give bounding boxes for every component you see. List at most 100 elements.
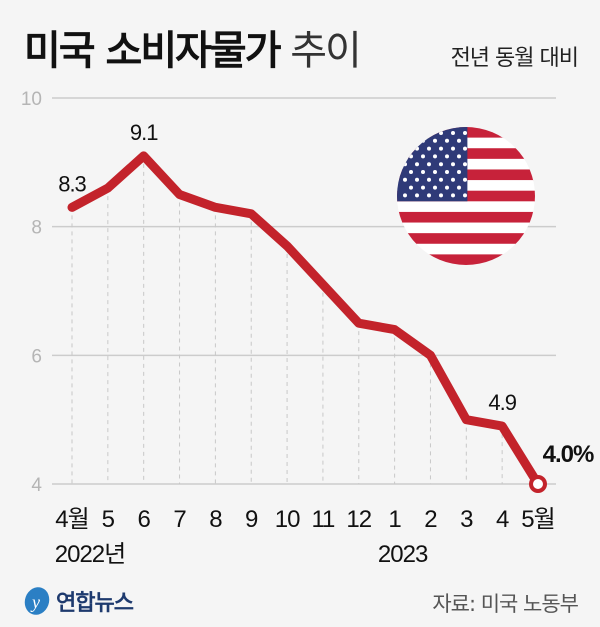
flag-star — [463, 162, 467, 167]
data-point — [393, 328, 396, 331]
flag-stripe — [397, 254, 535, 265]
flag-star — [457, 170, 461, 174]
yonhap-logo: y 연합뉴스 — [22, 585, 134, 617]
series-line — [67, 151, 543, 489]
flag-stripe — [397, 243, 535, 255]
yonhap-logo-icon: y — [24, 587, 50, 615]
data-point — [429, 354, 432, 357]
flag-star — [415, 146, 419, 151]
flag-star — [445, 170, 449, 174]
us-flag-icon — [397, 127, 535, 265]
flag-star — [445, 138, 449, 143]
data-point — [142, 154, 145, 157]
flag-star — [463, 193, 467, 198]
flag-star — [433, 154, 437, 159]
flag-star — [445, 154, 449, 159]
flag-star — [427, 146, 431, 151]
flag-star — [409, 154, 413, 159]
flag-star — [451, 177, 455, 182]
flag-stripe — [397, 201, 535, 213]
flag-star — [415, 131, 419, 135]
flag-star — [463, 146, 467, 151]
x-year-label: 2022년 — [55, 541, 125, 568]
flag-star — [415, 193, 419, 198]
x-year-label: 2023 — [378, 541, 428, 568]
flag-stripe — [397, 222, 535, 234]
y-tick-label: 4 — [31, 475, 42, 496]
data-point — [501, 425, 504, 428]
data-point — [71, 206, 73, 209]
data-label: 9.1 — [130, 120, 158, 145]
data-point — [178, 193, 181, 196]
flag-star — [451, 131, 455, 135]
x-tick-label: 9 — [245, 506, 258, 533]
flag-star — [409, 138, 413, 143]
flag-body — [397, 127, 535, 265]
flag-star — [409, 185, 413, 190]
flag-star — [451, 146, 455, 151]
flag-star — [403, 193, 407, 198]
x-tick-label: 6 — [138, 506, 151, 533]
flag-star — [439, 177, 443, 182]
flag-stripe — [397, 233, 535, 245]
flag-star — [451, 193, 455, 198]
data-point — [250, 212, 253, 215]
x-tick-label: 2 — [424, 506, 437, 533]
flag-star — [433, 138, 437, 143]
flag-star — [445, 185, 449, 190]
data-point — [321, 283, 324, 286]
flag-star — [427, 162, 431, 167]
flag-star — [403, 131, 407, 135]
x-tick-label: 7 — [173, 506, 186, 533]
data-label: 4.9 — [488, 390, 516, 415]
chart-subtitle: 전년 동월 대비 — [450, 46, 579, 71]
flag-star — [457, 138, 461, 143]
flag-star — [439, 146, 443, 151]
flag-star — [415, 162, 419, 167]
flag-canton — [397, 127, 468, 202]
x-tick-label: 10 — [275, 506, 300, 533]
flag-star — [439, 131, 443, 135]
x-tick-label: 8 — [209, 506, 222, 533]
flag-star — [421, 154, 425, 159]
chart-title: 미국 소비자물가 추이 — [24, 28, 362, 74]
x-tick-label: 11 — [311, 506, 335, 533]
flag-star — [433, 170, 437, 174]
flag-stripe — [397, 211, 535, 224]
y-tick-label: 6 — [31, 346, 42, 367]
flag-star — [403, 177, 407, 182]
x-tick-label: 5 — [102, 506, 115, 533]
data-point — [106, 187, 109, 190]
flag-star — [403, 146, 407, 151]
data-label: 4.0% — [543, 441, 594, 468]
x-tick-label: 12 — [346, 506, 371, 533]
flag-star — [439, 193, 443, 198]
flag-star — [421, 185, 425, 190]
flag-star — [409, 170, 413, 174]
flag-star — [457, 185, 461, 190]
flag-star — [415, 177, 419, 182]
flag-star — [463, 177, 467, 182]
flag-star — [421, 138, 425, 143]
y-tick-label: 8 — [31, 218, 42, 239]
flag-star — [427, 131, 431, 135]
flag-star — [421, 170, 425, 174]
x-tick-label: 3 — [460, 506, 473, 533]
data-point — [357, 322, 360, 325]
x-tick-label: 1 — [388, 506, 401, 533]
source-note: 자료: 미국 노동부 — [432, 592, 579, 616]
flag-star — [439, 162, 443, 167]
x-tick-label: 4월 — [55, 506, 88, 533]
flag-star — [457, 154, 461, 159]
data-point — [286, 244, 289, 247]
data-label: 8.3 — [58, 171, 86, 196]
flag-star — [463, 131, 467, 135]
flag-star — [427, 193, 431, 198]
y-tick-label: 10 — [21, 89, 42, 110]
data-point — [465, 418, 468, 421]
data-point-last — [529, 475, 547, 493]
x-tick-label: 5월 — [521, 506, 554, 533]
data-point — [214, 206, 217, 209]
flag-star — [403, 162, 407, 167]
